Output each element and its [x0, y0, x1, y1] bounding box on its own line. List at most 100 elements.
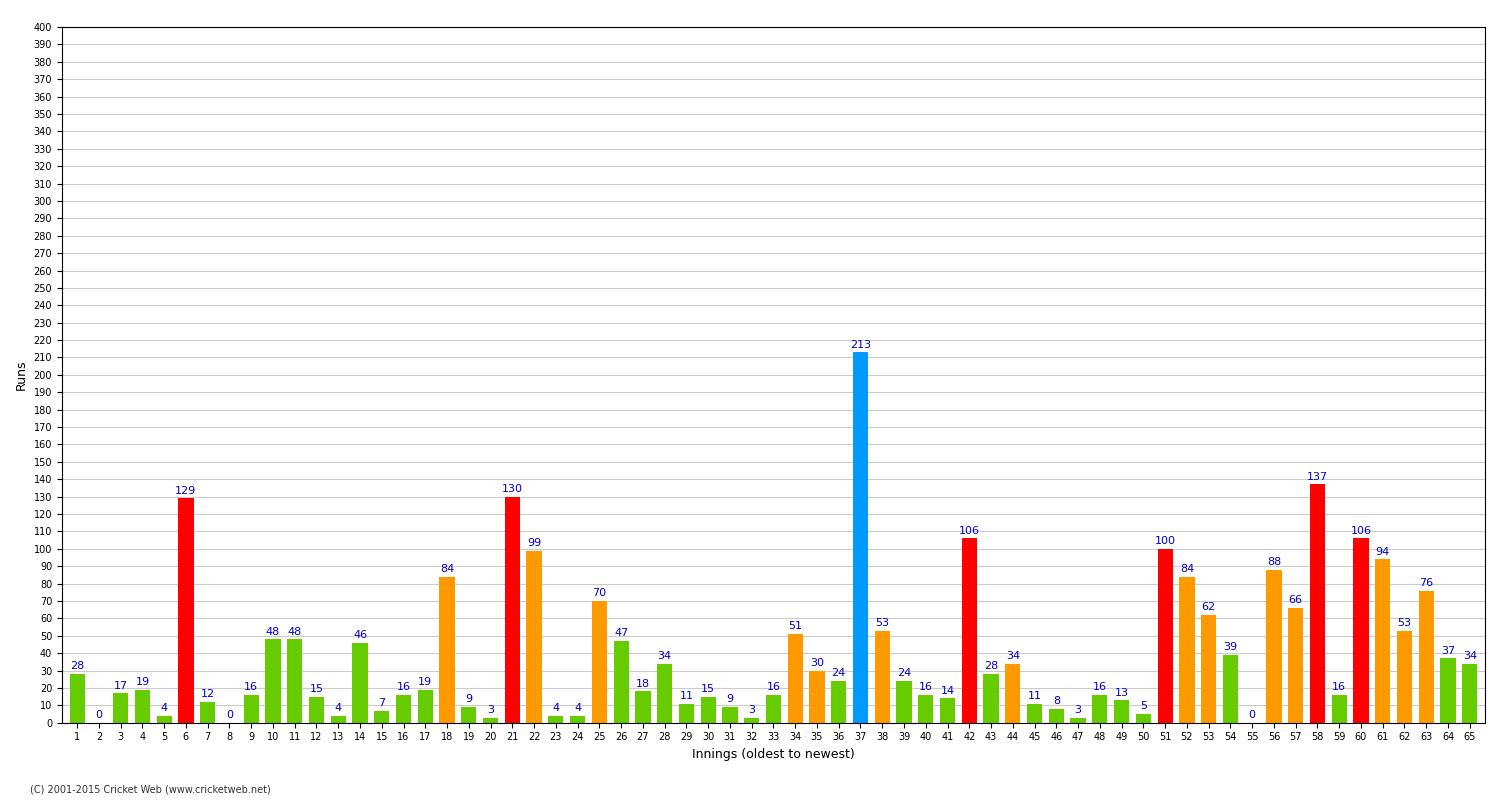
Text: 28: 28	[70, 662, 84, 671]
Text: 94: 94	[1376, 546, 1390, 557]
Bar	[1396, 630, 1411, 722]
Bar	[1048, 709, 1064, 722]
Bar	[200, 702, 216, 722]
Bar	[1028, 703, 1042, 722]
Text: 8: 8	[1053, 696, 1060, 706]
Bar	[1071, 718, 1086, 722]
Bar	[1092, 695, 1107, 722]
Bar	[1376, 559, 1390, 722]
Bar	[874, 630, 890, 722]
Bar	[570, 716, 585, 722]
Text: 48: 48	[266, 626, 280, 637]
Text: 213: 213	[850, 340, 871, 350]
Bar	[330, 716, 346, 722]
Text: 5: 5	[1140, 702, 1148, 711]
Text: 15: 15	[309, 684, 324, 694]
Text: 3: 3	[1074, 705, 1082, 715]
Text: 19: 19	[135, 677, 150, 687]
Text: 16: 16	[1094, 682, 1107, 692]
Text: 51: 51	[788, 622, 802, 631]
Text: 17: 17	[114, 681, 128, 690]
Text: 9: 9	[726, 694, 734, 705]
Bar	[1440, 658, 1455, 722]
Text: 11: 11	[680, 691, 693, 701]
Bar	[1222, 655, 1238, 722]
Bar	[810, 670, 825, 722]
Bar	[1419, 590, 1434, 722]
Bar	[897, 681, 912, 722]
Bar	[1462, 663, 1478, 722]
Text: 16: 16	[766, 682, 780, 692]
Bar	[112, 693, 129, 722]
Text: 99: 99	[526, 538, 542, 548]
Text: 4: 4	[574, 703, 580, 713]
Bar	[417, 690, 434, 722]
Text: 3: 3	[748, 705, 754, 715]
Bar	[69, 674, 86, 722]
Bar	[1353, 538, 1368, 722]
Bar	[286, 639, 303, 722]
Text: 19: 19	[419, 677, 432, 687]
Text: 137: 137	[1306, 472, 1328, 482]
Text: 9: 9	[465, 694, 472, 705]
Text: 130: 130	[503, 484, 524, 494]
Text: 53: 53	[1398, 618, 1411, 628]
Bar	[266, 639, 280, 722]
Bar	[483, 718, 498, 722]
Text: 28: 28	[984, 662, 998, 671]
Bar	[1266, 570, 1281, 722]
Bar	[657, 663, 672, 722]
Text: 100: 100	[1155, 536, 1176, 546]
Text: (C) 2001-2015 Cricket Web (www.cricketweb.net): (C) 2001-2015 Cricket Web (www.cricketwe…	[30, 784, 270, 794]
Bar	[744, 718, 759, 722]
Bar	[700, 697, 715, 722]
Bar	[1114, 700, 1130, 722]
Text: 34: 34	[657, 651, 672, 661]
Text: 66: 66	[1288, 595, 1302, 606]
Text: 0: 0	[1248, 710, 1256, 720]
Bar	[962, 538, 976, 722]
Text: 12: 12	[201, 690, 214, 699]
Text: 47: 47	[614, 628, 628, 638]
Bar	[940, 698, 956, 722]
X-axis label: Innings (oldest to newest): Innings (oldest to newest)	[692, 748, 855, 761]
Bar	[1136, 714, 1150, 722]
Text: 13: 13	[1114, 687, 1128, 698]
Text: 15: 15	[700, 684, 715, 694]
Text: 0: 0	[226, 710, 232, 720]
Bar	[984, 674, 999, 722]
Bar	[374, 710, 390, 722]
Text: 39: 39	[1224, 642, 1238, 652]
Bar	[1158, 549, 1173, 722]
Bar	[156, 716, 172, 722]
Text: 34: 34	[1462, 651, 1478, 661]
Text: 37: 37	[1442, 646, 1455, 656]
Bar	[831, 681, 846, 722]
Text: 106: 106	[958, 526, 980, 536]
Text: 4: 4	[160, 703, 168, 713]
Text: 84: 84	[1180, 564, 1194, 574]
Bar	[352, 642, 368, 722]
Text: 53: 53	[876, 618, 890, 628]
Text: 46: 46	[352, 630, 368, 640]
Bar	[723, 707, 738, 722]
Text: 70: 70	[592, 588, 606, 598]
Bar	[460, 707, 477, 722]
Text: 16: 16	[244, 682, 258, 692]
Bar	[1005, 663, 1020, 722]
Bar	[788, 634, 802, 722]
Text: 24: 24	[897, 668, 910, 678]
Text: 18: 18	[636, 679, 650, 689]
Text: 16: 16	[1332, 682, 1346, 692]
Bar	[396, 695, 411, 722]
Bar	[853, 352, 868, 722]
Bar	[135, 690, 150, 722]
Bar	[766, 695, 782, 722]
Bar	[440, 577, 454, 722]
Bar	[1202, 615, 1216, 722]
Text: 34: 34	[1005, 651, 1020, 661]
Text: 4: 4	[552, 703, 560, 713]
Bar	[918, 695, 933, 722]
Bar	[548, 716, 564, 722]
Bar	[178, 498, 194, 722]
